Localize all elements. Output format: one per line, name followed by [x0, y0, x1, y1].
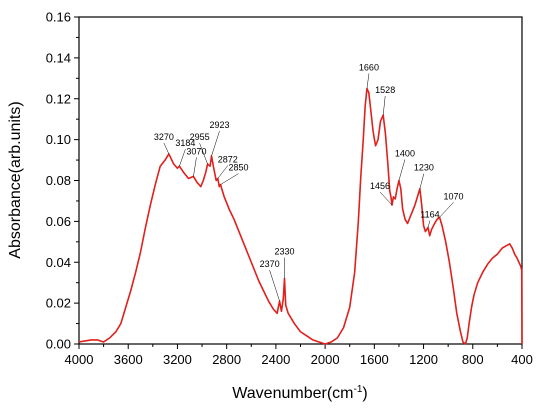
- peak-label: 3184: [175, 138, 195, 148]
- peak-leader-line: [199, 143, 208, 165]
- plot-frame: [78, 16, 523, 345]
- x-tick-label: 3600: [114, 352, 143, 367]
- peak-leader-line: [269, 270, 280, 302]
- peak-label: 2330: [274, 247, 294, 257]
- x-tick-label: 800: [462, 352, 484, 367]
- y-tick-label: 0.14: [46, 50, 71, 65]
- peak-leader-line: [427, 220, 431, 228]
- peak-label: 3270: [154, 132, 174, 142]
- peak-label: 2955: [190, 132, 210, 142]
- peak-label: 1070: [444, 191, 464, 201]
- peak-leader-line: [163, 142, 170, 155]
- x-tick-label: 400: [511, 352, 533, 367]
- x-axis-title-main: Wavenumber(cm: [232, 385, 353, 402]
- y-tick-label: 0.06: [46, 214, 71, 229]
- y-tick-label: 0.00: [46, 337, 71, 352]
- peak-label: 1456: [370, 181, 390, 191]
- peak-label: 1164: [420, 210, 439, 220]
- peak-leader-line: [379, 191, 393, 206]
- y-tick-label: 0.12: [46, 91, 71, 106]
- x-axis-title-superscript: -1: [353, 384, 362, 395]
- x-tick-label: 1200: [409, 352, 438, 367]
- peak-label: 1400: [395, 149, 415, 159]
- x-axis-title-close: ): [362, 385, 367, 402]
- peak-label: 2872: [218, 154, 238, 164]
- y-tick-label: 0.10: [46, 132, 71, 147]
- peak-leader-line: [220, 173, 239, 185]
- peak-leader-line: [211, 130, 220, 157]
- peak-label: 2923: [210, 120, 230, 130]
- peak-leader-line: [217, 165, 229, 179]
- plot-border: [78, 16, 523, 345]
- series-layer: [78, 87, 523, 345]
- x-tick-label: 2000: [311, 352, 340, 367]
- y-tick-label: 0.02: [46, 296, 71, 311]
- x-axis-ticks: 4000 3600 3200 2800 2400 2000 1600 1200 800 400: [65, 344, 533, 367]
- x-tick-label: 2800: [212, 352, 241, 367]
- peak-label: 1528: [375, 85, 395, 95]
- y-axis-ticks: 0.00 0.02 0.04 0.06 0.08 0.10 0.12 0.14 0.16: [46, 10, 79, 352]
- peak-leader-line: [419, 173, 425, 189]
- peak-label: 2850: [228, 163, 248, 173]
- peak-leader-line: [366, 73, 370, 89]
- x-tick-label: 2400: [261, 352, 290, 367]
- spectrum-line: [78, 87, 523, 345]
- peak-leader-line: [439, 202, 454, 218]
- x-tick-label: 1600: [360, 352, 389, 367]
- peak-leader-line: [193, 157, 197, 177]
- y-axis-title: Absorbance(arb.units): [7, 101, 24, 258]
- peak-leader-line: [398, 159, 406, 181]
- peak-leader-line: [179, 149, 186, 167]
- y-tick-label: 0.08: [46, 173, 71, 188]
- y-tick-label: 0.04: [46, 255, 71, 270]
- x-tick-label: 3200: [163, 352, 192, 367]
- peak-label: 1230: [414, 163, 434, 173]
- x-axis-title: Wavenumber(cm-1): [232, 384, 367, 402]
- y-tick-label: 0.16: [46, 10, 71, 25]
- x-tick-label: 4000: [65, 352, 94, 367]
- peak-label: 1660: [359, 63, 379, 73]
- peak-label: 3070: [186, 146, 206, 156]
- peak-leader-line: [382, 96, 386, 116]
- peak-label: 2370: [260, 259, 280, 269]
